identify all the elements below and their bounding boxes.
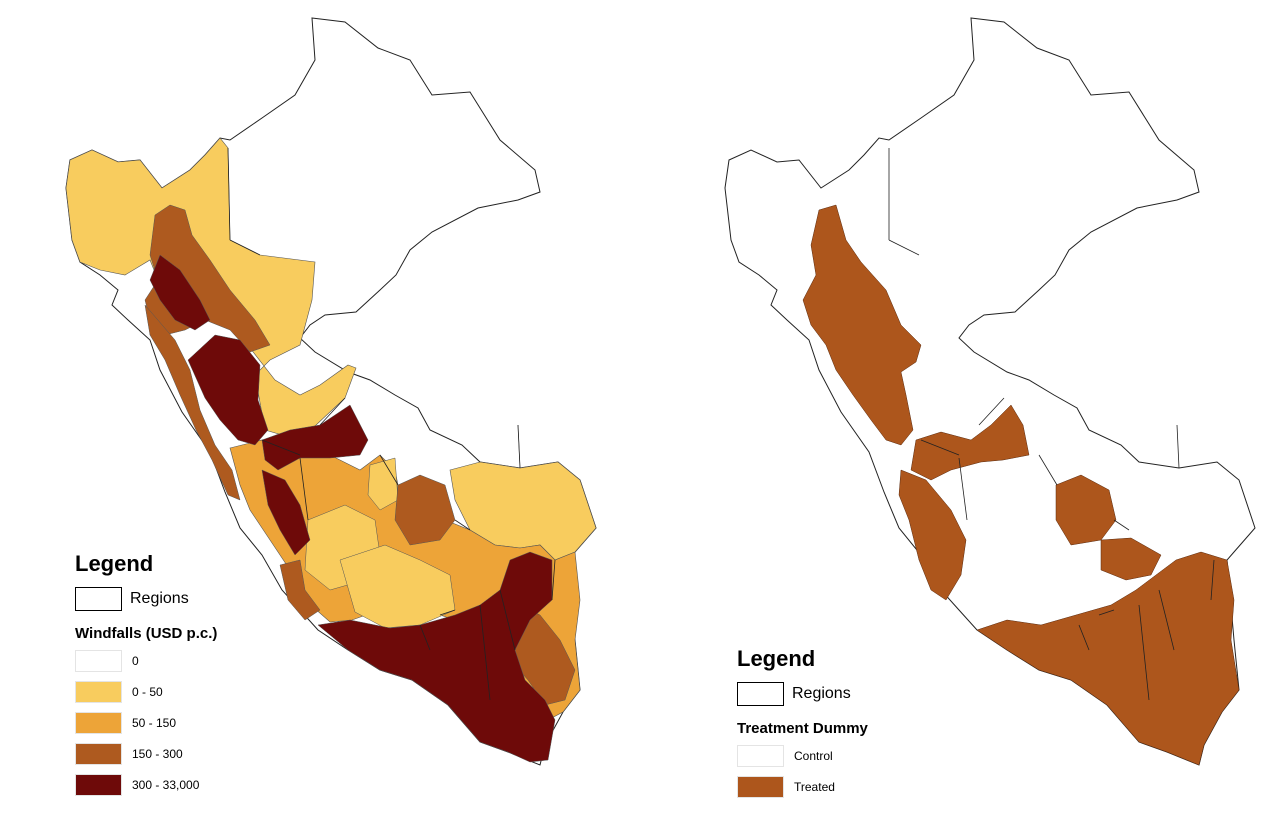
legend-title: Legend (737, 646, 816, 671)
treated-mid-south (1100, 537, 1162, 581)
class-swatch-1 (75, 681, 122, 703)
treatment-legend: Legend Regions Treatment Dummy Control T… (737, 646, 868, 807)
class-row-2: 50 - 150 (75, 712, 217, 734)
region-borders (888, 148, 1215, 701)
windfalls-map-panel: Legend Regions Windfalls (USD p.c.) 0 0 … (65, 17, 597, 805)
treatment-classes: Control Treated (737, 745, 868, 798)
class-label-4: 300 - 33,000 (132, 778, 200, 792)
class-swatch-0 (75, 650, 122, 672)
regions-label: Regions (792, 685, 851, 702)
treated-coast (898, 469, 967, 601)
class-row-treated: Treated (737, 776, 868, 798)
zone-300-plus-lima (261, 469, 311, 556)
windfalls-map (65, 17, 597, 766)
zone-150-300-coast (144, 304, 241, 501)
zone-300-plus-north (149, 254, 211, 331)
class-label-3: 150 - 300 (132, 747, 183, 761)
windfalls-legend: Legend Regions Windfalls (USD p.c.) 0 0 … (75, 551, 217, 805)
class-row-0: 0 (75, 650, 217, 672)
class-label-treated: Treated (794, 780, 835, 794)
class-row-control: Control (737, 745, 868, 767)
regions-legend-row: Regions (75, 587, 217, 611)
class-swatch-4 (75, 774, 122, 796)
treated-east (1055, 474, 1117, 546)
legend-subtitle: Treatment Dummy (737, 720, 868, 737)
treatment-map (724, 17, 1256, 766)
class-row-1: 0 - 50 (75, 681, 217, 703)
zone-150-300-east (394, 474, 456, 546)
class-swatch-2 (75, 712, 122, 734)
class-row-4: 300 - 33,000 (75, 774, 217, 796)
treated-north (802, 204, 922, 446)
zone-0-50-inner-3 (367, 457, 399, 511)
regions-legend-row: Regions (737, 682, 868, 706)
zone-150-300-south (279, 559, 321, 621)
zone-300-plus-central (261, 404, 369, 471)
legend-title: Legend (75, 551, 154, 576)
region-borders (227, 147, 556, 701)
regions-label: Regions (130, 590, 189, 607)
class-swatch-3 (75, 743, 122, 765)
regions-swatch (737, 682, 784, 706)
treated-central (910, 404, 1030, 481)
class-row-3: 150 - 300 (75, 743, 217, 765)
legend-subtitle: Windfalls (USD p.c.) (75, 625, 218, 642)
regions-swatch (75, 587, 122, 611)
class-label-1: 0 - 50 (132, 685, 163, 699)
class-label-control: Control (794, 749, 833, 763)
class-swatch-control (737, 745, 784, 767)
class-label-0: 0 (132, 654, 139, 668)
windfall-classes: 0 0 - 50 50 - 150 150 - 300 300 - 33,000 (75, 650, 217, 796)
class-label-2: 50 - 150 (132, 716, 177, 730)
zone-300-plus-ancash (187, 334, 269, 446)
treated-south (976, 551, 1240, 766)
class-swatch-treated (737, 776, 784, 798)
treatment-map-panel: Legend Regions Treatment Dummy Control T… (631, 0, 1263, 813)
